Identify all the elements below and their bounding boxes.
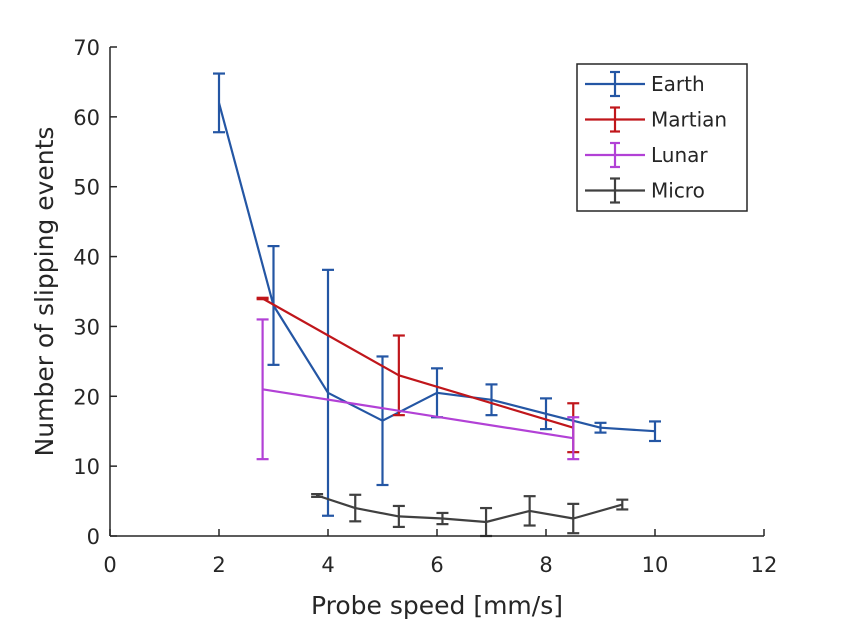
x-axis-label: Probe speed [mm/s] bbox=[311, 591, 563, 620]
axes-layer: 0 2 4 6 8 10 12 0 10 20 30 40 50 60 70 bbox=[73, 36, 777, 577]
y-tick-label: 70 bbox=[73, 36, 100, 60]
legend-item-martian: Martian bbox=[585, 106, 727, 133]
x-tick-label: 0 bbox=[103, 553, 116, 577]
error-bar-micro bbox=[567, 502, 580, 535]
x-tick-label: 12 bbox=[751, 553, 778, 577]
x-tick-label: 6 bbox=[430, 553, 443, 577]
legend-label-martian: Martian bbox=[651, 108, 727, 132]
series-line-lunar bbox=[262, 388, 574, 440]
y-tick-label: 50 bbox=[73, 176, 100, 200]
series-layer bbox=[213, 72, 661, 538]
legend-label-earth: Earth bbox=[651, 72, 705, 96]
series-line-micro bbox=[316, 494, 623, 524]
error-bar-micro bbox=[436, 511, 449, 526]
series-earth bbox=[213, 72, 661, 517]
error-bar-micro bbox=[523, 495, 536, 527]
error-bar-earth bbox=[649, 420, 661, 443]
error-bar-martian bbox=[392, 334, 405, 417]
error-bar-lunar bbox=[256, 318, 269, 461]
error-bar-micro bbox=[392, 504, 405, 529]
error-bar-lunar bbox=[567, 416, 580, 461]
legend-label-lunar: Lunar bbox=[651, 143, 708, 167]
legend-box bbox=[576, 63, 748, 212]
error-bar-micro bbox=[616, 498, 629, 511]
legend-item-micro: Micro bbox=[585, 177, 705, 204]
error-bar-micro bbox=[311, 492, 324, 498]
error-bar-earth bbox=[485, 383, 498, 417]
y-tick-label: 30 bbox=[73, 315, 100, 339]
y-tick-label: 0 bbox=[87, 525, 100, 549]
series-lunar bbox=[256, 318, 580, 461]
legend-item-lunar: Lunar bbox=[585, 141, 708, 169]
y-axis-label: Number of slipping events bbox=[30, 127, 59, 457]
series-martian bbox=[256, 296, 580, 454]
error-bar-martian bbox=[256, 296, 269, 301]
error-bar-earth bbox=[213, 72, 225, 134]
y-tick-label: 10 bbox=[73, 455, 100, 479]
legend-label-micro: Micro bbox=[651, 179, 705, 203]
x-tick-label: 10 bbox=[642, 553, 669, 577]
y-tick-label: 60 bbox=[73, 106, 100, 130]
error-bar-earth bbox=[594, 421, 607, 434]
x-tick-label: 4 bbox=[321, 553, 334, 577]
error-bar-earth bbox=[322, 268, 334, 517]
y-tick-label: 40 bbox=[73, 246, 100, 270]
y-tick-label: 20 bbox=[73, 385, 100, 409]
legend: Earth Martian Lunar Micro bbox=[576, 63, 748, 212]
error-bar-earth bbox=[540, 397, 552, 431]
x-tick-label: 2 bbox=[212, 553, 225, 577]
error-bar-micro bbox=[349, 493, 362, 523]
x-tick-label: 8 bbox=[539, 553, 552, 577]
series-micro bbox=[311, 492, 629, 538]
error-bar-earth bbox=[376, 355, 389, 487]
legend-item-earth: Earth bbox=[585, 70, 705, 98]
